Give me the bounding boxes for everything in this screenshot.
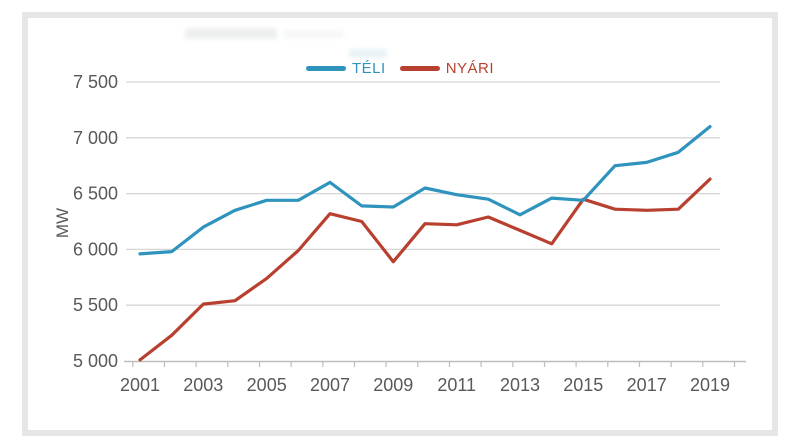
y-tick-label: 5 000: [73, 351, 118, 371]
series-line-nyári: [138, 177, 712, 362]
chart-legend: TÉLI NYÁRI: [306, 58, 494, 78]
x-tick-label: 2011: [437, 375, 476, 395]
nyari-line-swatch: [399, 65, 440, 71]
series-line-téli: [138, 124, 712, 256]
x-tick-label: 2009: [373, 375, 413, 395]
x-tick-label: 2005: [247, 375, 287, 395]
x-tick-label: 2003: [183, 375, 223, 395]
y-axis-title: MW: [53, 208, 72, 238]
legend-item-teli: TÉLI: [306, 60, 386, 77]
x-tick-label: 2007: [310, 375, 350, 395]
y-tick-label: 7 500: [73, 72, 118, 92]
x-tick-label: 2019: [690, 375, 730, 395]
faded-title-remnant: [282, 30, 344, 38]
y-tick-label: 6 500: [73, 184, 118, 204]
legend-label-nyari: NYÁRI: [445, 59, 495, 77]
x-tick-label: 2013: [500, 375, 540, 395]
faded-title-remnant: [185, 28, 277, 39]
legend-item-nyari: NYÁRI: [399, 59, 495, 77]
legend-label-teli: TÉLI: [352, 59, 386, 77]
y-tick-label: 5 500: [73, 295, 118, 315]
y-tick-label: 6 000: [73, 239, 118, 259]
x-tick-label: 2001: [120, 375, 160, 395]
teli-line-swatch: [306, 65, 346, 71]
x-tick-label: 2015: [563, 375, 603, 395]
faded-text-remnant: [349, 49, 387, 58]
chart-card: [22, 12, 778, 436]
x-tick-label: 2017: [627, 375, 667, 395]
y-tick-label: 7 000: [73, 128, 118, 148]
